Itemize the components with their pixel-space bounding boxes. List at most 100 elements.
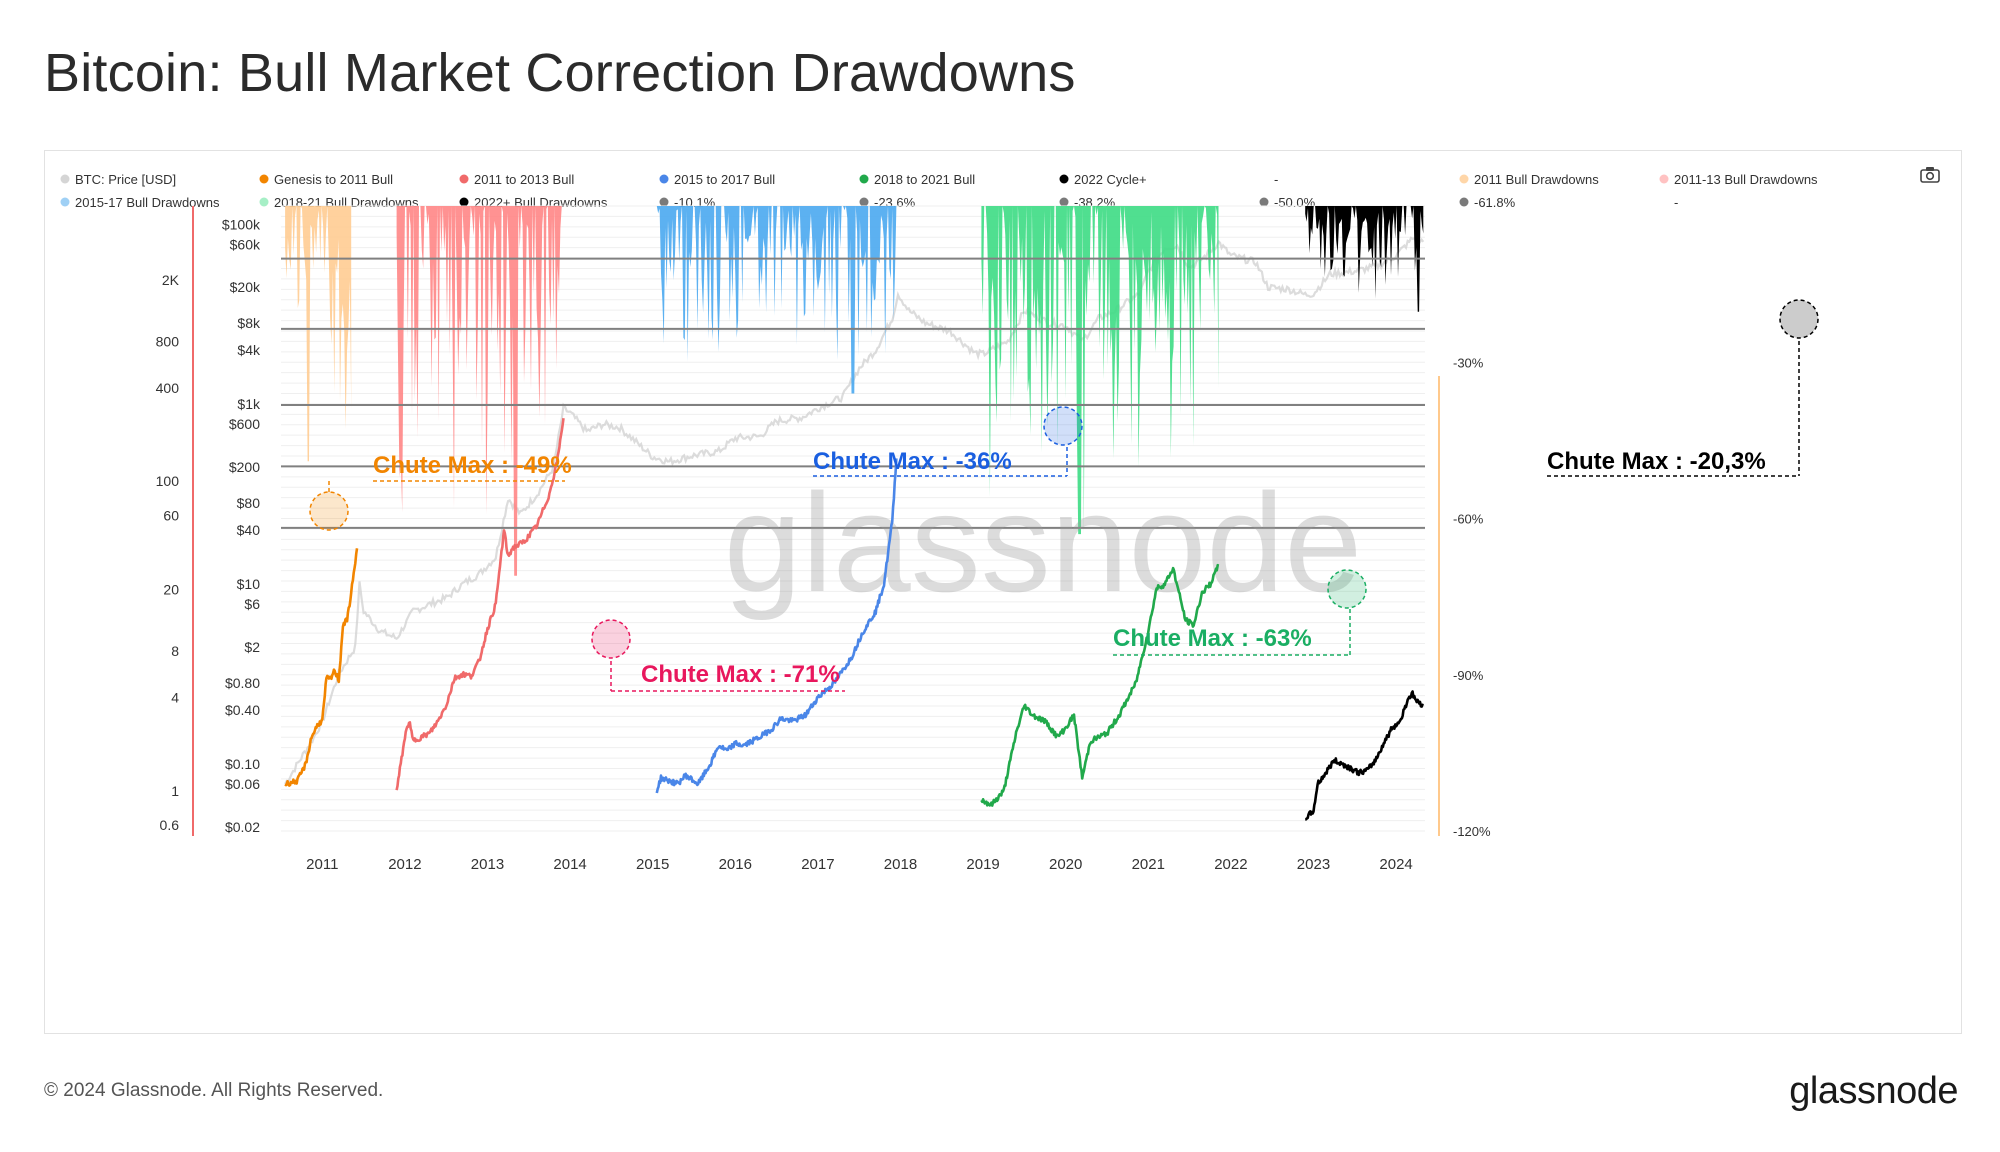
max-drawdown-marker bbox=[591, 619, 631, 659]
price-axis-tick-label: $4k bbox=[237, 342, 261, 358]
legend-item: 2011 to 2013 Bull bbox=[474, 172, 574, 187]
price-axis-tick-label: $40 bbox=[237, 522, 261, 538]
annotation-label: Chute Max : -63% bbox=[1113, 625, 1312, 652]
max-drawdown-marker bbox=[1327, 569, 1367, 609]
price-axis-tick-label: $8k bbox=[237, 315, 261, 331]
annotation-label: Chute Max : -20,3% bbox=[1547, 448, 1766, 475]
legend-dot bbox=[659, 197, 669, 207]
legend: BTC: Price [USD] Genesis to 2011 Bull 2011… bbox=[60, 172, 1818, 210]
price-axis-tick-label: $6 bbox=[244, 596, 260, 612]
legend-item: 2015 to 2017 Bull bbox=[674, 172, 775, 187]
price-axis-tick-label: $600 bbox=[229, 416, 260, 432]
max-drawdown-marker bbox=[1043, 406, 1083, 446]
outer-axis-tick-label: 4 bbox=[171, 690, 179, 706]
max-drawdown-marker bbox=[1779, 299, 1819, 339]
reference-levels bbox=[281, 257, 1425, 529]
outer-axis-tick-label: 1 bbox=[171, 783, 179, 799]
annotation-label: Chute Max : -71% bbox=[641, 661, 840, 688]
legend-dot bbox=[259, 197, 269, 207]
legend-dot bbox=[1059, 174, 1069, 184]
drawdown-area bbox=[396, 206, 562, 576]
legend-dot bbox=[1259, 197, 1269, 207]
x-axis-tick-label: 2019 bbox=[966, 856, 999, 873]
legend-dot bbox=[459, 197, 469, 207]
legend-item: BTC: Price [USD] bbox=[75, 172, 176, 187]
legend-item: - bbox=[1274, 172, 1278, 187]
cycle-price-line bbox=[1304, 690, 1424, 821]
drawdown-area bbox=[981, 206, 1219, 535]
watermark: glassnode bbox=[724, 464, 1362, 621]
x-axis-tick-label: 2021 bbox=[1132, 856, 1165, 873]
drawdown-area bbox=[285, 206, 352, 462]
legend-item: 2022 Cycle+ bbox=[1074, 172, 1147, 187]
annotations: Chute Max : -49% Chute Max : -71% Chute Ma… bbox=[309, 299, 1819, 692]
footer-copyright: © 2024 Glassnode. All Rights Reserved. bbox=[44, 1080, 384, 1101]
legend-dot bbox=[259, 174, 269, 184]
legend-dot bbox=[459, 174, 469, 184]
price-axis-tick-label: $20k bbox=[230, 279, 261, 295]
price-axis-tick-label: $60k bbox=[230, 236, 261, 252]
cycle-price-line bbox=[655, 458, 898, 794]
legend-item: 2011 Bull Drawdowns bbox=[1474, 172, 1599, 187]
drawdown-axis-tick-label: -120% bbox=[1453, 824, 1491, 839]
axes: 2K 800 400 100 60 20 8 4 1 0.6 $100k $60k $20k $8k $4k… bbox=[156, 206, 1491, 873]
legend-dot bbox=[859, 174, 869, 184]
x-axis-tick-label: 2015 bbox=[636, 856, 669, 873]
cycle-price-series bbox=[284, 418, 1424, 821]
legend-dot bbox=[1059, 197, 1069, 207]
chart-panel: BTC: Price [USD] Genesis to 2011 Bull 2011… bbox=[44, 150, 1962, 1034]
drawdown-area bbox=[1305, 206, 1424, 312]
cycle-price-line bbox=[980, 563, 1220, 807]
cycle-price-line bbox=[284, 548, 359, 787]
legend-dot bbox=[60, 174, 70, 184]
legend-item: - bbox=[1674, 195, 1678, 210]
legend-dot bbox=[1459, 197, 1469, 207]
x-axis-tick-label: 2022 bbox=[1214, 856, 1247, 873]
camera-icon bbox=[1920, 167, 1940, 183]
x-axis-tick-label: 2016 bbox=[719, 856, 752, 873]
x-axis-tick-label: 2018 bbox=[884, 856, 917, 873]
outer-axis-tick-label: 100 bbox=[156, 473, 180, 489]
x-axis-tick-label: 2014 bbox=[553, 856, 586, 873]
drawdown-axis-tick-label: -90% bbox=[1453, 668, 1484, 683]
outer-axis-tick-label: 800 bbox=[156, 333, 180, 349]
price-axis-tick-label: $0.02 bbox=[225, 819, 260, 835]
legend-dot bbox=[659, 174, 669, 184]
legend-dot bbox=[1459, 174, 1469, 184]
drawdown-areas bbox=[285, 206, 1424, 576]
x-axis-tick-label: 2017 bbox=[801, 856, 834, 873]
price-axis-tick-label: $0.10 bbox=[225, 756, 260, 772]
legend-dot bbox=[859, 197, 869, 207]
x-axis-tick-label: 2013 bbox=[471, 856, 504, 873]
max-drawdown-marker bbox=[309, 491, 349, 531]
price-axis-tick-label: $0.06 bbox=[225, 776, 260, 792]
outer-axis-tick-label: 60 bbox=[163, 508, 179, 524]
drawdown-chart[interactable]: BTC: Price [USD] Genesis to 2011 Bull 2011… bbox=[45, 151, 1963, 1035]
drawdown-axis-tick-label: -60% bbox=[1453, 512, 1484, 527]
x-axis-tick-label: 2020 bbox=[1049, 856, 1082, 873]
camera-button[interactable] bbox=[1920, 167, 1940, 183]
footer-logo[interactable]: glassnode bbox=[1789, 1070, 1958, 1112]
price-axis-tick-label: $2 bbox=[244, 639, 260, 655]
price-axis-tick-label: $0.40 bbox=[225, 702, 260, 718]
x-axis-tick-label: 2024 bbox=[1379, 856, 1412, 873]
legend-item: -61.8% bbox=[1474, 195, 1516, 210]
price-axis-tick-label: $80 bbox=[237, 495, 261, 511]
outer-axis-tick-label: 0.6 bbox=[160, 817, 180, 833]
legend-dot bbox=[60, 197, 70, 207]
drawdown-axis-tick-label: -30% bbox=[1453, 355, 1484, 370]
annotation-label: Chute Max : -36% bbox=[813, 448, 1012, 475]
legend-item: 2011-13 Bull Drawdowns bbox=[1674, 172, 1818, 187]
price-axis-tick-label: $10 bbox=[237, 576, 261, 592]
price-axis-tick-label: $100k bbox=[222, 216, 261, 232]
outer-axis-tick-label: 2K bbox=[162, 272, 180, 288]
legend-item: 2018 to 2021 Bull bbox=[874, 172, 975, 187]
annotation-label: Chute Max : -49% bbox=[373, 452, 572, 479]
x-axis-tick-label: 2011 bbox=[306, 856, 338, 873]
x-axis-tick-label: 2012 bbox=[388, 856, 421, 873]
legend-dot bbox=[1659, 174, 1669, 184]
legend-item: 2015-17 Bull Drawdowns bbox=[75, 195, 220, 210]
legend-item: Genesis to 2011 Bull bbox=[274, 172, 393, 187]
page-title: Bitcoin: Bull Market Correction Drawdown… bbox=[44, 43, 1076, 103]
price-axis-tick-label: $0.80 bbox=[225, 675, 260, 691]
